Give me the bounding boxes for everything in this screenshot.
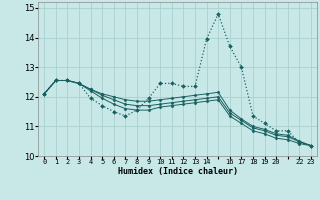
X-axis label: Humidex (Indice chaleur): Humidex (Indice chaleur) — [118, 167, 238, 176]
